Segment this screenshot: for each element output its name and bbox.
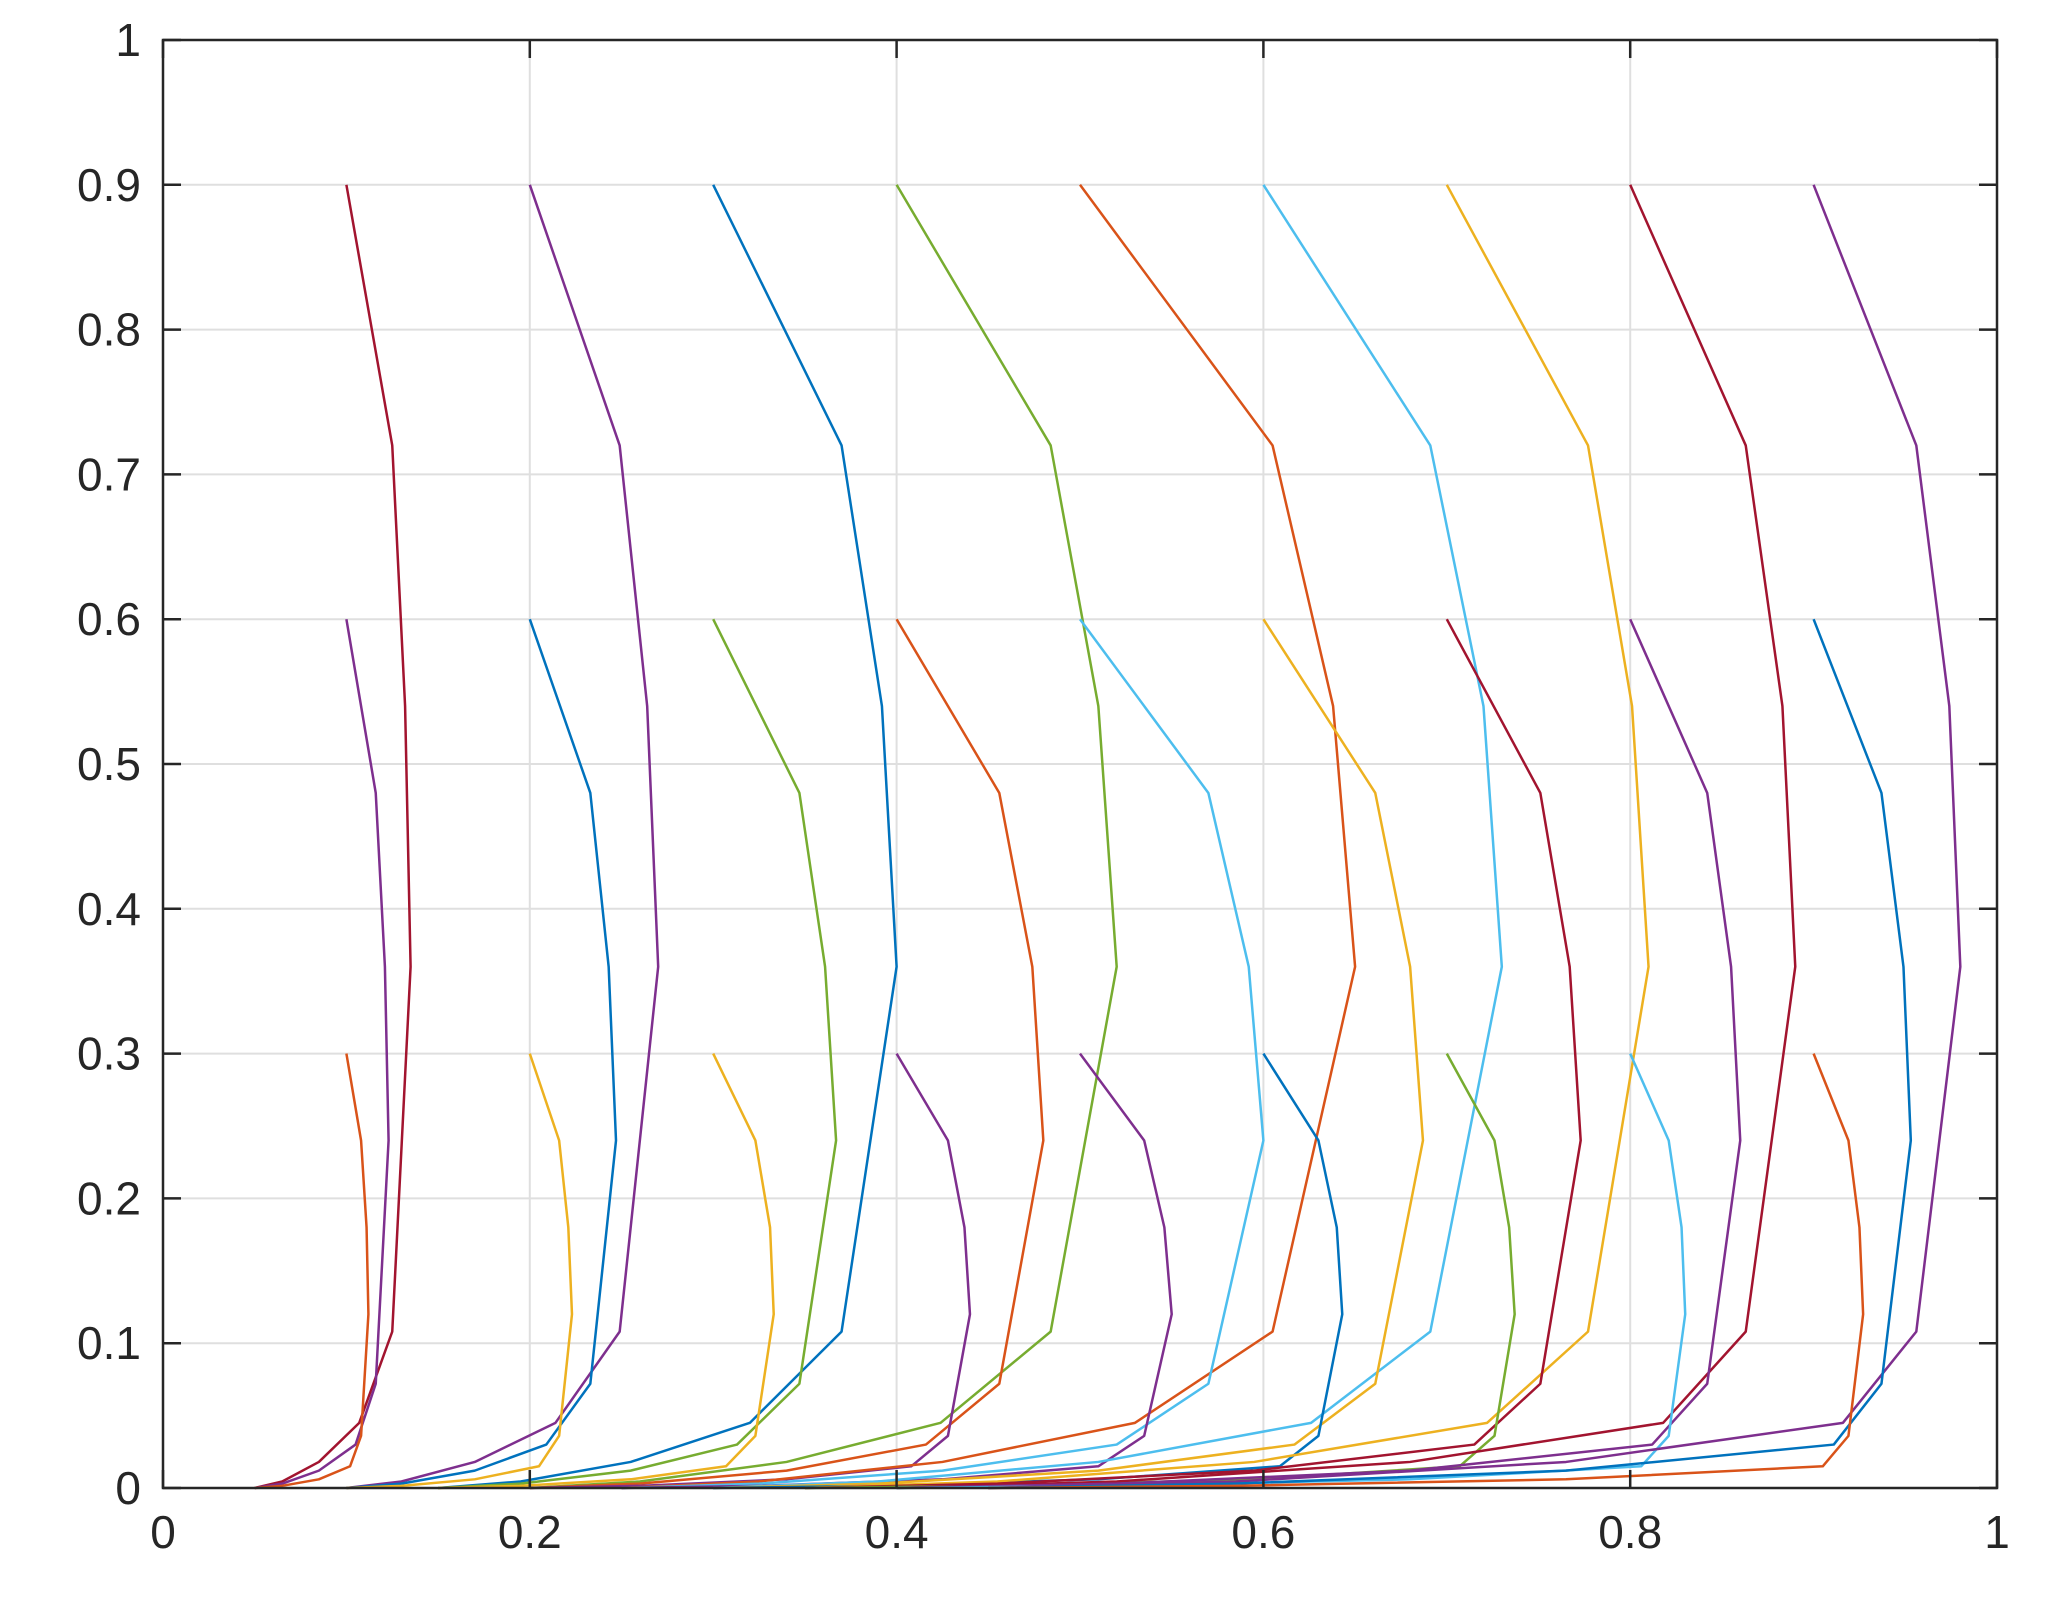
curve <box>804 1052 1516 1490</box>
x-tick-label: 0 <box>150 1506 176 1558</box>
y-tick-label: 0 <box>115 1462 141 1514</box>
y-tick-label: 0.9 <box>77 159 141 211</box>
x-tick-label: 0.4 <box>865 1506 929 1558</box>
curve <box>988 1053 1865 1490</box>
y-tick-label: 0.5 <box>77 738 141 790</box>
curve <box>529 184 1118 1490</box>
curve <box>804 618 1582 1490</box>
y-tick-label: 0.1 <box>77 1317 141 1369</box>
curve <box>438 1053 775 1490</box>
y-tick-label: 0.6 <box>77 593 141 645</box>
curve <box>438 618 838 1490</box>
y-tick-label: 0.7 <box>77 448 141 500</box>
curve <box>438 184 898 1490</box>
curve <box>896 618 1742 1490</box>
x-tick-label: 0.6 <box>1231 1506 1295 1558</box>
curve <box>254 184 412 1490</box>
curve <box>713 184 1504 1490</box>
curve <box>346 1053 574 1490</box>
curve <box>346 184 660 1490</box>
y-tick-label: 0.8 <box>77 304 141 356</box>
x-tick-label: 0.2 <box>498 1506 562 1558</box>
curve <box>621 618 1265 1490</box>
y-tick-label: 0.3 <box>77 1028 141 1080</box>
x-tick-label: 0.8 <box>1598 1506 1662 1558</box>
y-tick-label: 0.4 <box>77 883 141 935</box>
ticks: 0 0.2 0.4 0.6 0.8 1 0 0.1 0.2 0.3 0.4 0.5 0.6 0.7 0.8 0… <box>77 14 2010 1558</box>
curve <box>896 1053 1687 1490</box>
plot-lines <box>254 184 1962 1490</box>
curve <box>621 184 1357 1490</box>
x-tick-label: 1 <box>1984 1506 2010 1558</box>
curve <box>346 618 618 1490</box>
curve <box>254 1053 370 1490</box>
y-tick-label: 0.2 <box>77 1172 141 1224</box>
curve <box>713 618 1425 1490</box>
y-tick-label: 1 <box>115 14 141 66</box>
curve <box>804 184 1650 1490</box>
curve <box>254 618 390 1490</box>
curve <box>529 618 1045 1490</box>
curve <box>713 1052 1344 1490</box>
curve <box>988 184 1962 1490</box>
curve <box>988 618 1913 1490</box>
curve <box>896 184 1797 1490</box>
